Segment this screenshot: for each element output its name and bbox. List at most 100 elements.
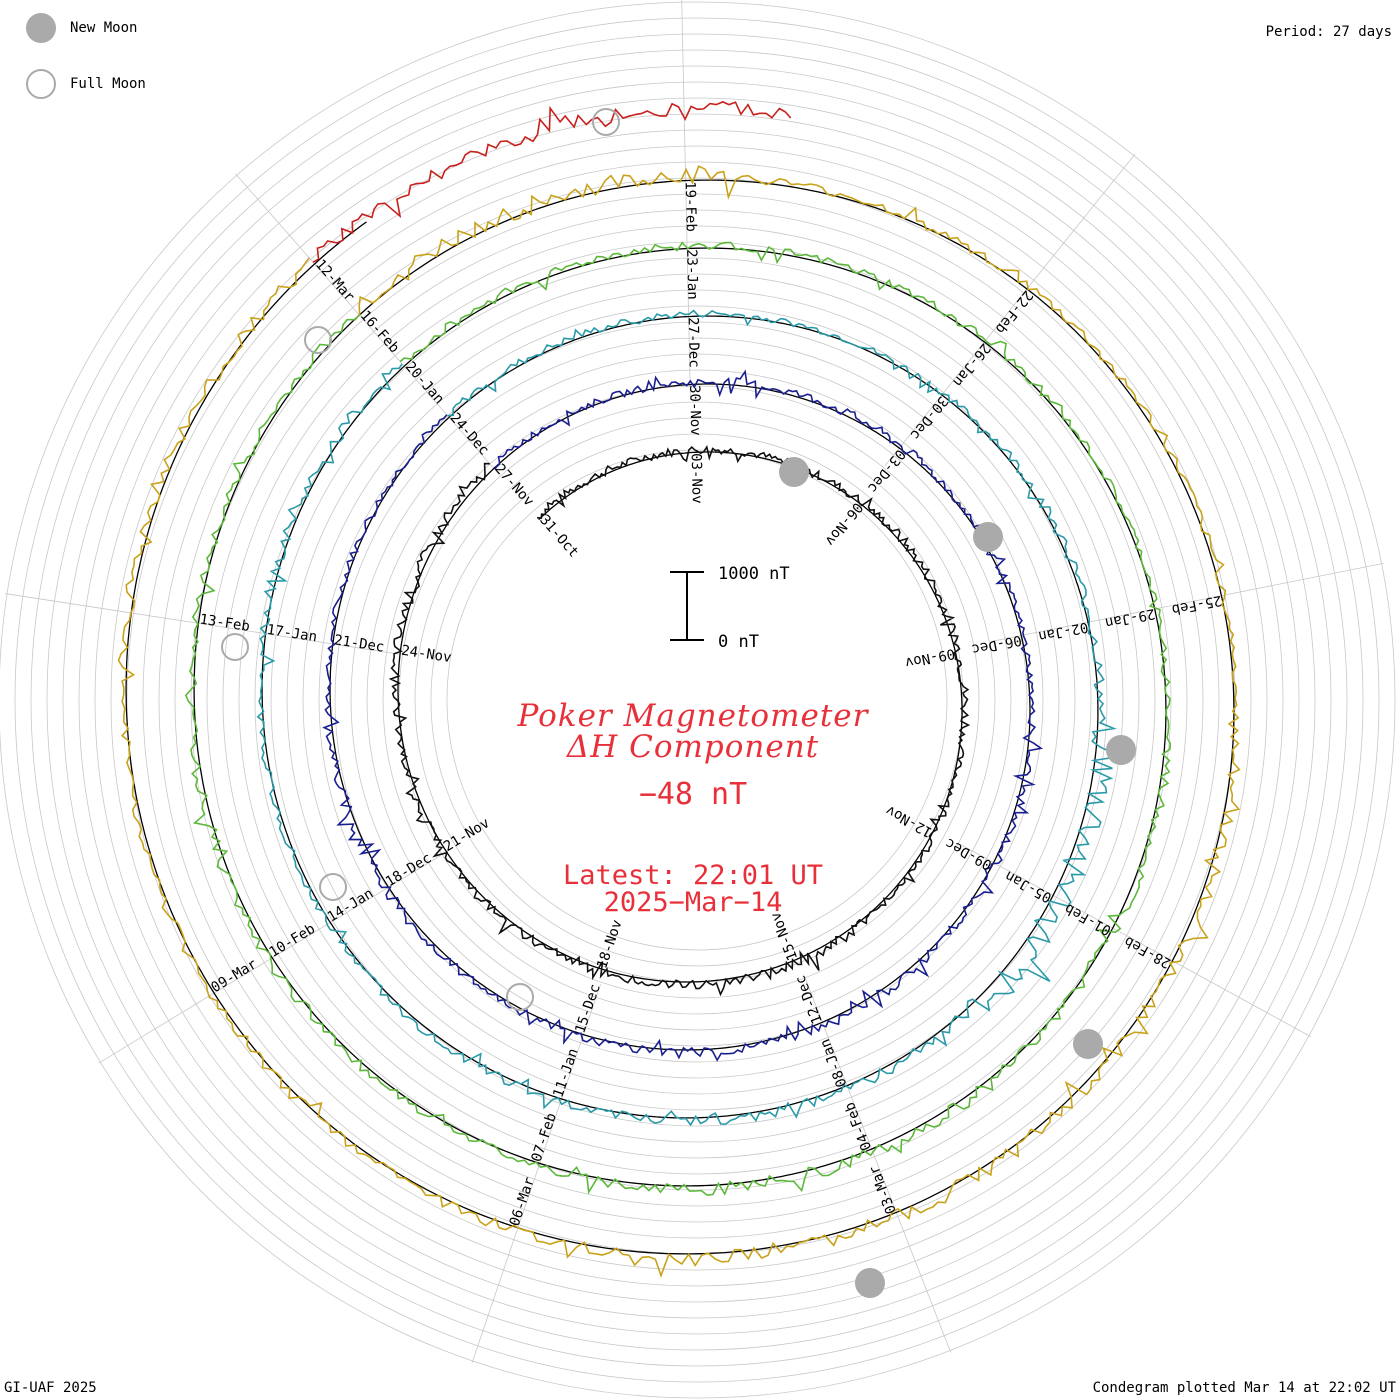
date-label: 25-Feb [1170,592,1223,618]
legend-new-moon: New Moon [26,13,137,43]
new-moon-marker [1073,1029,1103,1059]
grid-ring [334,337,1060,1063]
grid-ring [430,433,964,967]
date-label: 27-Dec [685,317,702,368]
date-label: 29-Jan [1104,605,1157,631]
date-label: 20-Jan [402,359,447,408]
footer-plot-time: Condegram plotted Mar 14 at 22:02 UT [1092,1380,1396,1396]
current-value: −48 nT [638,777,748,812]
series-trace [117,165,1241,1278]
grid-ring [78,81,1316,1319]
latest-time: Latest: 22:01 UT [562,860,824,891]
series-trace [184,241,1172,1197]
grid-ring [46,49,1348,1351]
moon-markers [221,108,1136,1298]
date-label: 02-Jan [1037,618,1090,644]
spoke-line [959,843,1311,1038]
date-label: 16-Feb [357,308,402,357]
legend-full-moon: Full Moon [26,69,146,99]
grid-ring [126,129,1268,1271]
date-label: 03-Mar [867,1163,900,1216]
spoke-line [681,0,691,401]
grid-ring [398,401,996,999]
date-label: 06-Dec [970,632,1023,658]
baseline-spiral [125,179,1235,1255]
date-label: 19-Feb [682,181,699,232]
new-moon-marker [1106,735,1136,765]
full-moon-icon [26,69,56,99]
date-label: 21-Dec [333,632,385,655]
new-moon-icon [26,13,56,43]
date-label: 09-Nov [904,645,957,671]
spoke-line [805,979,952,1353]
date-label: 26-Jan [949,340,993,389]
series-trace [256,309,1117,1127]
date-label: 08-Jan [817,1036,850,1089]
date-label: 04-Feb [842,1100,875,1153]
baseline-circles [125,179,1235,1255]
date-label: 30-Nov [686,385,703,436]
full-moon-marker [592,108,620,136]
spoke-line [991,563,1384,642]
new-moon-marker [855,1268,885,1298]
data-traces [117,101,1241,1278]
grid-ring [174,177,1220,1223]
footer-credit: GI-UAF 2025 [4,1380,97,1396]
grid-ring [206,209,1188,1191]
new-moon-marker [973,522,1003,552]
spoke-line [884,153,1136,467]
grid-ring [110,113,1284,1287]
series-trace [312,101,792,263]
date-label: 10-Feb [267,921,319,961]
full-moon-marker [506,983,534,1011]
date-label: 12-Dec [793,973,826,1026]
full-moon-marker [319,873,347,901]
grid-ring [190,193,1204,1207]
date-label: 07-Feb [529,1111,560,1164]
grid-ring [270,273,1124,1127]
date-label: 12-Mar [312,257,357,306]
spoke-line [235,173,500,475]
date-label: 03-Nov [688,453,705,504]
date-label: 31-Oct [536,512,581,561]
grid-ring [62,65,1332,1335]
grid-ring [350,353,1044,1047]
period-label: Period: 27 days [1265,24,1392,40]
date-label: 22-Feb [992,287,1036,336]
date-label: 03-Dec [864,446,908,495]
chart-title: Poker Magnetometer [517,698,869,734]
date-label: 06-Mar [507,1175,538,1228]
grid-ring [30,33,1364,1367]
spoke-line [98,855,441,1064]
grid-ring [254,257,1140,1143]
grid-ring [318,321,1076,1079]
grid-ring [94,97,1300,1303]
date-label: 28-Feb [1122,933,1174,971]
full-moon-label: Full Moon [70,76,146,92]
scale-bar-top-label: 1000 nT [718,564,790,584]
grid-ring [446,449,948,951]
date-label: 27-Nov [491,461,536,510]
spoke-line [471,983,601,1363]
date-label: 17-Jan [266,622,318,645]
grid-ring [366,369,1028,1031]
chart-subtitle: ΔH Component [566,729,820,765]
grid-ring [222,225,1172,1175]
grid-ring [286,289,1108,1111]
date-label: 13-Feb [198,612,250,635]
date-label: 09-Mar [208,956,260,996]
latest-date: 2025−Mar−14 [603,887,783,918]
date-label: 21-Nov [441,815,493,855]
date-label: 23-Jan [683,249,700,300]
grid-ring [382,385,1012,1015]
date-label: 06-Nov [821,499,865,548]
new-moon-label: New Moon [70,20,138,36]
grid-ring [14,17,1380,1383]
series-trace [322,369,1044,1062]
grid-ring [302,305,1092,1095]
full-moon-marker [221,633,249,661]
scale-bar: 1000 nT 0 nT [670,564,790,652]
date-label: 18-Nov [594,918,625,971]
